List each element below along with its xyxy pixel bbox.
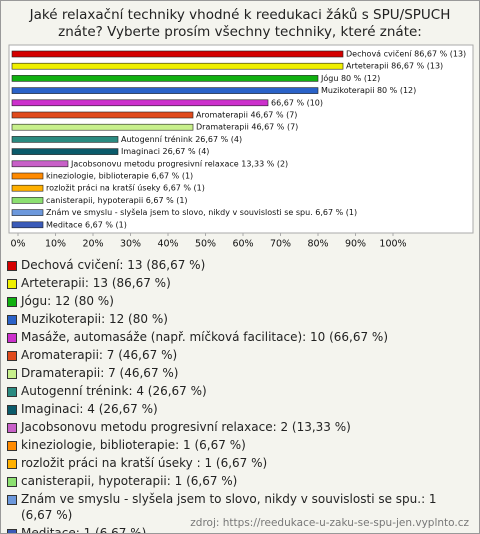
legend-item: Aromaterapii: 7 (46,67 %) [7,347,471,363]
value-label: Arteterapii 86,67 % (13) [346,62,443,71]
value-label: 66,67 % (10) [271,98,323,107]
value-label: kineziologie, biblioterapie 6,67 % (1) [46,172,193,181]
legend-label: Meditace: 1 (6,67 %) [21,526,147,534]
legend-label: Muzikoterapii: 12 (80 %) [21,312,168,326]
x-tick-label: 90% [345,239,366,250]
x-tick-label: 40% [157,239,178,250]
legend-label: canisterapii, hypoterapii: 1 (6,67 %) [21,474,238,488]
value-label: Imaginaci 26,67 % (4) [121,147,209,156]
chart-title: Jaké relaxační techniky vhodné k reeduka… [29,7,451,40]
legend-item: Jógu: 12 (80 %) [7,293,471,309]
legend-item: Meditace: 1 (6,67 %) [7,525,471,534]
legend-swatch [7,387,17,397]
legend-swatch [7,529,17,533]
value-label: Muzikoterapii 80 % (12) [321,86,416,95]
legend-swatch [7,477,17,487]
legend-swatch [7,351,17,361]
legend: Dechová cvičení: 13 (86,67 %) Arteterapii… [7,257,471,534]
value-label: Autogenní trénink 26,67 % (4) [121,134,242,144]
value-label: canisterapii, hypoterapii 6,67 % (1) [46,196,188,205]
legend-swatch [7,261,17,271]
x-tick-label: 60% [232,239,253,250]
x-tick-label: 20% [82,239,103,250]
legend-swatch [7,369,17,379]
value-label: Jógu 80 % (12) [320,73,380,83]
bar [11,136,119,143]
legend-swatch [7,297,17,307]
bar [11,209,44,216]
legend-label: rozložit práci na kratší úseky : 1 (6,67… [21,456,268,470]
value-label: Aromaterapii 46,67 % (7) [196,111,297,120]
bar [11,197,44,204]
legend-label: Jacobsonovu metodu progresivní relaxace:… [21,420,351,434]
bar [11,62,344,70]
legend-label: Jógu: 12 (80 %) [21,294,114,308]
legend-swatch [7,405,17,415]
value-label: Znám ve smyslu - slyšela jsem to slovo, … [46,207,357,217]
legend-label: Arteterapii: 13 (86,67 %) [21,276,171,290]
bar [11,184,44,192]
legend-item: kineziologie, biblioterapie: 1 (6,67 %) [7,437,471,453]
legend-item: Dramaterapii: 7 (46,67 %) [7,365,471,381]
bar [11,50,344,58]
legend-label: Imaginaci: 4 (26,67 %) [21,402,158,416]
x-tick-label: 100% [379,239,406,250]
legend-item: Znám ve smyslu - slyšela jsem to slovo, … [7,491,471,523]
bar [11,148,119,155]
legend-item: Imaginaci: 4 (26,67 %) [7,401,471,417]
legend-swatch [7,423,17,433]
bar [11,221,44,229]
x-tick-label: 80% [307,239,328,250]
legend-item: Arteterapii: 13 (86,67 %) [7,275,471,291]
chart: 0% 10% 20% 30% 40% 50% 60% 70% 80% 90% 100% Dechová… [8,44,474,250]
x-tick-label: 70% [270,239,291,250]
bar [11,160,69,168]
value-label: rozložit práci na kratší úseky 6,67 % (1… [46,183,205,193]
legend-label: kineziologie, biblioterapie: 1 (6,67 %) [21,438,246,452]
legend-item: Masáže, automasáže (např. míčková facili… [7,329,471,345]
legend-label: Dramaterapii: 7 (46,67 %) [21,366,179,380]
legend-label: Aromaterapii: 7 (46,67 %) [21,348,178,362]
legend-swatch [7,459,17,469]
legend-item: Muzikoterapii: 12 (80 %) [7,311,471,327]
legend-item: Dechová cvičení: 13 (86,67 %) [7,257,471,273]
legend-label: Znám ve smyslu - slyšela jsem to slovo, … [21,492,437,522]
value-label: Dramaterapii 46,67 % (7) [196,123,298,132]
x-tick-label: 10% [45,239,66,250]
legend-item: Jacobsonovu metodu progresivní relaxace:… [7,419,471,435]
x-tick-label: 0% [10,239,25,250]
legend-swatch [7,495,17,505]
bar [11,111,194,119]
legend-swatch [7,333,17,343]
bar [11,75,319,82]
legend-swatch [7,441,17,451]
bar [11,123,194,131]
legend-item: rozložit práci na kratší úseky : 1 (6,67… [7,455,471,471]
legend-label: Autogenní trénink: 4 (26,67 %) [21,384,207,398]
bar [11,87,319,94]
legend-label: Dechová cvičení: 13 (86,67 %) [21,258,206,272]
legend-swatch [7,315,17,325]
x-tick-label: 50% [195,239,216,250]
legend-item: canisterapii, hypoterapii: 1 (6,67 %) [7,473,471,489]
legend-item: Autogenní trénink: 4 (26,67 %) [7,383,471,399]
legend-label: Masáže, automasáže (např. míčková facili… [21,330,389,344]
source: zdroj: https://reedukace-u-zaku-se-spu-j… [190,517,469,529]
legend-swatch [7,279,17,289]
bar [11,99,269,107]
value-label: Dechová cvičení 86,67 % (13) [346,49,466,59]
x-tick-label: 30% [120,239,141,250]
value-label: Meditace 6,67 % (1) [46,220,127,229]
bar [11,172,44,180]
value-label: Jacobsonovu metodu progresivní relaxace … [70,159,288,168]
